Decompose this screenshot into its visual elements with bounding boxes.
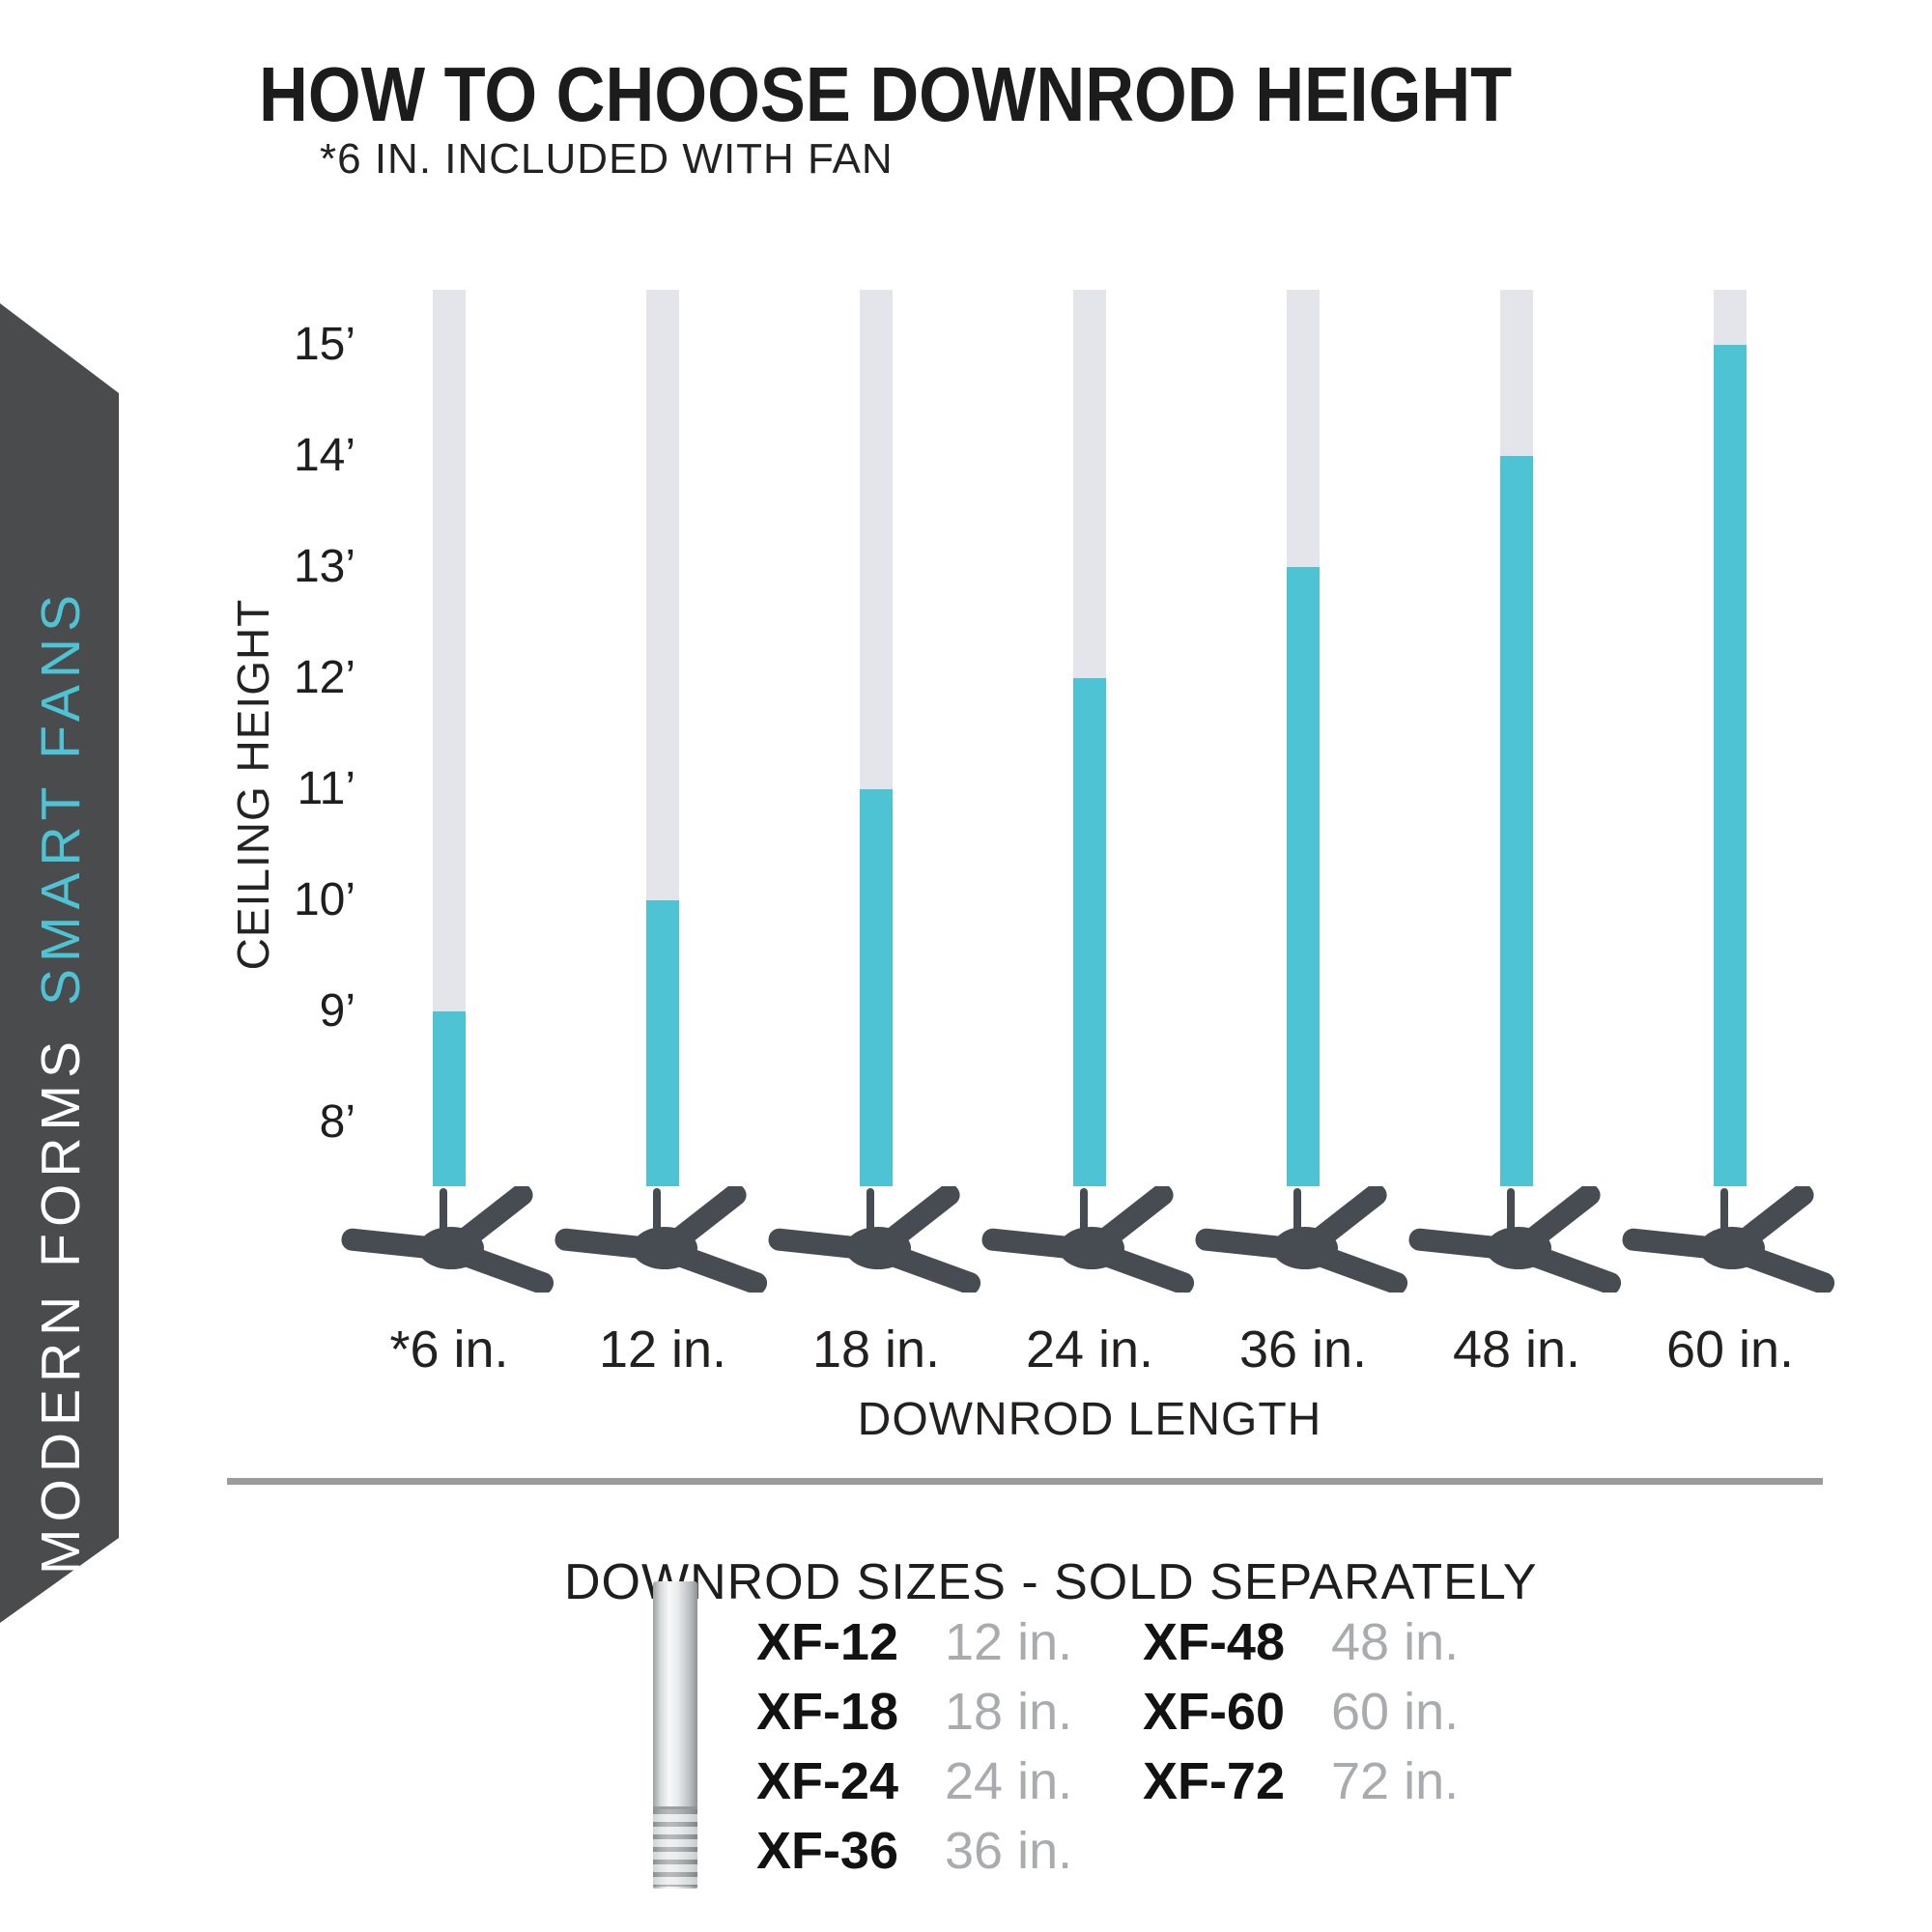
- ceiling-fan-icon: [976, 1186, 1208, 1293]
- size-cell: 24 in.: [945, 1752, 1073, 1810]
- table-row: XF-72 72 in.: [1053, 1747, 1553, 1816]
- downrod-table-column-1: XF-12 12 in. XF-18 18 in. XF-24 24 in. XF-36 36…: [667, 1607, 1167, 1886]
- downrod-sizes-title: DOWNROD SIZES - SOLD SEPARATELY: [564, 1554, 1538, 1610]
- downrod-image: [653, 1581, 697, 1889]
- ceiling-fan-icon: [1616, 1186, 1848, 1293]
- y-tick-label: 8’: [319, 1096, 355, 1148]
- model-cell: XF-48: [1142, 1613, 1285, 1671]
- bar-fill: [860, 789, 893, 1186]
- model-cell: XF-72: [1142, 1752, 1285, 1810]
- downrod-table-column-2: XF-48 48 in. XF-60 60 in. XF-72 72 in.: [1053, 1607, 1553, 1816]
- y-tick-label: 14’: [293, 430, 355, 481]
- downrod-threads: [653, 1806, 697, 1887]
- size-cell: 12 in.: [945, 1613, 1073, 1671]
- bar-fill: [1073, 678, 1106, 1186]
- bar-fill: [646, 900, 679, 1186]
- table-row: XF-24 24 in.: [667, 1747, 1167, 1816]
- brand-ribbon: [0, 303, 119, 1623]
- x-tick-label: 24 in.: [1025, 1321, 1154, 1378]
- bar-fill: [1714, 345, 1747, 1186]
- page-title: HOW TO CHOOSE DOWNROD HEIGHT: [259, 51, 1513, 137]
- model-cell: XF-18: [755, 1683, 898, 1741]
- ceiling-fan-icon: [762, 1186, 994, 1293]
- x-tick-label: 60 in.: [1665, 1321, 1795, 1378]
- bar-fill: [1500, 456, 1533, 1186]
- chart: CEILING HEIGHT DOWNROD LENGTH 15’ 14’ 13’ 1…: [228, 290, 1932, 1445]
- table-row: XF-60 60 in.: [1053, 1677, 1553, 1747]
- table-row: XF-18 18 in.: [667, 1677, 1167, 1747]
- y-tick-label: 15’: [293, 319, 355, 370]
- size-cell: 60 in.: [1331, 1683, 1460, 1741]
- model-cell: XF-12: [755, 1613, 898, 1671]
- size-cell: 48 in.: [1331, 1613, 1460, 1671]
- x-tick-label: 12 in.: [598, 1321, 727, 1378]
- y-tick-label: 11’: [297, 763, 356, 814]
- y-tick-label: 10’: [293, 874, 355, 925]
- table-row: XF-48 48 in.: [1053, 1607, 1553, 1677]
- y-tick-label: 13’: [293, 541, 355, 592]
- section-divider: [227, 1478, 1823, 1485]
- table-row: XF-12 12 in.: [667, 1607, 1167, 1677]
- bar-fill: [1287, 567, 1320, 1186]
- model-cell: XF-60: [1142, 1683, 1285, 1741]
- ceiling-fan-icon: [335, 1186, 567, 1293]
- y-tick-label: 9’: [319, 985, 355, 1037]
- ceiling-fan-icon: [1403, 1186, 1634, 1293]
- model-cell: XF-24: [755, 1752, 898, 1810]
- x-tick-label: *6 in.: [389, 1321, 509, 1378]
- x-axis-label: DOWNROD LENGTH: [857, 1394, 1322, 1445]
- table-row: XF-36 36 in.: [667, 1816, 1167, 1886]
- size-cell: 36 in.: [945, 1822, 1073, 1880]
- size-cell: 18 in.: [945, 1683, 1073, 1741]
- x-tick-label: 36 in.: [1238, 1321, 1368, 1378]
- x-tick-label: 48 in.: [1452, 1321, 1581, 1378]
- bar-fill: [433, 1011, 466, 1186]
- y-tick-label: 12’: [293, 652, 355, 703]
- ceiling-fan-icon: [549, 1186, 781, 1293]
- ceiling-fan-icon: [1189, 1186, 1421, 1293]
- model-cell: XF-36: [755, 1822, 898, 1880]
- x-tick-label: 18 in.: [811, 1321, 941, 1378]
- included-note: *6 IN. INCLUDED WITH FAN: [320, 135, 894, 183]
- size-cell: 72 in.: [1331, 1752, 1460, 1810]
